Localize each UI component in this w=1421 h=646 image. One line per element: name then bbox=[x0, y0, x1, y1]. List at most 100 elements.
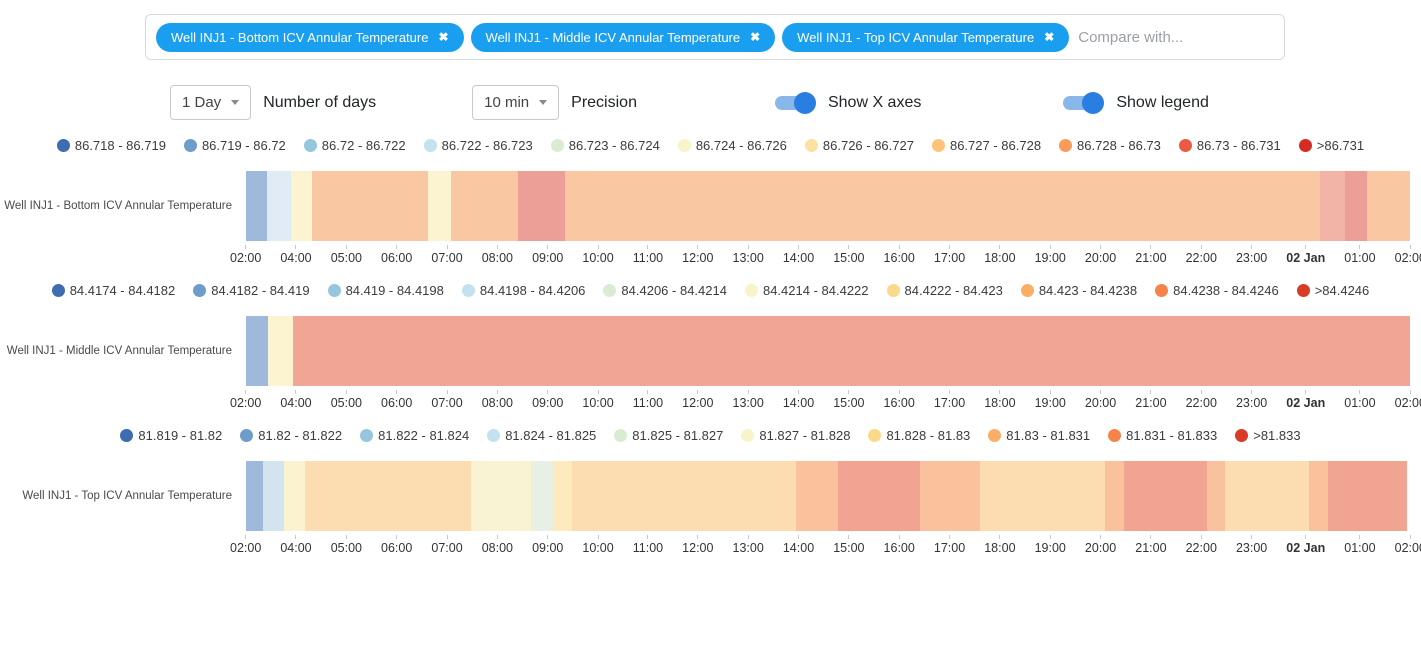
charts-area: 86.718 - 86.719 86.719 - 86.72 86.72 - 86.… bbox=[0, 138, 1421, 555]
x-axis-label: 17:00 bbox=[933, 251, 966, 265]
tick-mark-icon bbox=[1305, 245, 1307, 249]
heatmap-segment bbox=[531, 461, 554, 531]
tick-mark-icon bbox=[1100, 535, 1102, 539]
legend-range-label: 81.819 - 81.82 bbox=[138, 428, 223, 443]
heatmap-row: Well INJ1 - Bottom ICV Annular Temperatu… bbox=[0, 171, 1421, 241]
series-label: Well INJ1 - Top ICV Annular Temperature bbox=[22, 490, 232, 502]
legend-color-dot-icon bbox=[741, 429, 755, 442]
legend-item: 84.4238 - 84.4246 bbox=[1155, 283, 1279, 298]
tick-mark-icon bbox=[245, 535, 247, 539]
x-axis-tick: 12:00 bbox=[682, 245, 713, 265]
close-icon[interactable]: ✖ bbox=[1044, 30, 1055, 44]
legend-color-dot-icon bbox=[303, 139, 317, 152]
x-axis-tick: 05:00 bbox=[331, 245, 362, 265]
x-axis-label: 18:00 bbox=[984, 251, 1016, 265]
heatmap-segment bbox=[796, 461, 839, 531]
x-axis-tick: 02:00 bbox=[1395, 245, 1421, 265]
tick-mark-icon bbox=[798, 390, 799, 394]
precision-select[interactable]: 10 min bbox=[472, 85, 560, 120]
show-legend-label: Show legend bbox=[1116, 93, 1209, 111]
x-axis-tick: 17:00 bbox=[934, 535, 965, 555]
x-axis-label: 02:00 bbox=[230, 396, 262, 410]
legend-range-label: 81.827 - 81.828 bbox=[759, 428, 851, 443]
show-legend-toggle[interactable] bbox=[1063, 91, 1105, 114]
x-axis-tick: 16:00 bbox=[884, 245, 915, 265]
legend-item: 84.4182 - 84.419 bbox=[193, 283, 310, 298]
x-axis-label: 06:00 bbox=[381, 251, 413, 265]
tick-mark-icon bbox=[1251, 245, 1253, 249]
legend-color-dot-icon bbox=[1020, 284, 1034, 297]
x-axis-label: 14:00 bbox=[782, 396, 815, 410]
filter-chip[interactable]: Well INJ1 - Middle ICV Annular Temperatu… bbox=[470, 22, 776, 52]
legend-item: >86.731 bbox=[1298, 138, 1364, 153]
legend-range-label: 81.831 - 81.833 bbox=[1126, 428, 1218, 443]
x-axis-label: 09:00 bbox=[532, 251, 564, 265]
show-x-axes-toggle[interactable] bbox=[774, 91, 816, 114]
heatmap-segment bbox=[980, 461, 1105, 531]
close-icon[interactable]: ✖ bbox=[438, 30, 449, 44]
heatmap-strip bbox=[246, 461, 1410, 531]
x-axis-tick: 23:00 bbox=[1236, 535, 1267, 555]
caret-down-icon bbox=[539, 100, 548, 105]
legend-color-dot-icon bbox=[1298, 139, 1312, 152]
x-axis-label: 05:00 bbox=[330, 541, 362, 555]
x-axis-label: 11:00 bbox=[632, 541, 664, 555]
legend-color-dot-icon bbox=[550, 139, 564, 152]
x-axis-tick: 05:00 bbox=[331, 535, 362, 555]
x-axis-tick: 11:00 bbox=[633, 535, 663, 555]
legend-item: 81.822 - 81.824 bbox=[360, 428, 469, 443]
heatmap-segment bbox=[1123, 461, 1208, 531]
heatmap-segment bbox=[268, 316, 293, 386]
x-axis-label: 04:00 bbox=[280, 251, 312, 265]
tick-mark-icon bbox=[1200, 245, 1202, 249]
x-axis-label: 02:00 bbox=[1394, 541, 1421, 555]
x-axis-label: 09:00 bbox=[532, 541, 564, 555]
tick-mark-icon bbox=[496, 245, 498, 249]
tick-mark-icon bbox=[446, 535, 448, 539]
x-axis-label: 21:00 bbox=[1135, 396, 1167, 410]
tick-mark-icon bbox=[999, 390, 1001, 394]
x-axis-label: 20:00 bbox=[1084, 396, 1117, 410]
x-axis-tick: 21:00 bbox=[1135, 535, 1167, 555]
precision-select-value: 10 min bbox=[484, 94, 530, 111]
legend-item: 81.828 - 81.83 bbox=[868, 428, 970, 443]
x-axis-tick: 21:00 bbox=[1135, 390, 1167, 410]
heatmap-segment bbox=[291, 171, 313, 241]
legend-color-dot-icon bbox=[51, 284, 65, 297]
x-axis-tick: 02:00 bbox=[230, 535, 261, 555]
legend-item: 86.718 - 86.719 bbox=[56, 138, 166, 153]
x-axis-label: 10:00 bbox=[582, 541, 614, 555]
x-axis-tick: 10:00 bbox=[582, 245, 614, 265]
legend-range-label: 86.728 - 86.73 bbox=[1077, 138, 1161, 153]
x-axis-tick: 12:00 bbox=[682, 535, 713, 555]
heatmap-segment bbox=[292, 316, 1410, 386]
x-axis-label: 09:00 bbox=[532, 396, 564, 410]
chart-section: 81.819 - 81.82 81.82 - 81.822 81.822 - 81.… bbox=[0, 428, 1421, 555]
legend-item: 84.4198 - 84.4206 bbox=[461, 283, 585, 298]
toggle-knob-icon bbox=[793, 91, 816, 114]
tick-mark-icon bbox=[949, 390, 951, 394]
legend-item: 84.4174 - 84.4182 bbox=[51, 283, 175, 298]
legend-range-label: 84.4214 - 84.4222 bbox=[762, 283, 869, 298]
chip-label: Well INJ1 - Top ICV Annular Temperature bbox=[797, 29, 1035, 45]
x-axis-tick: 22:00 bbox=[1186, 535, 1217, 555]
tick-mark-icon bbox=[949, 535, 951, 539]
tick-mark-icon bbox=[848, 245, 850, 249]
x-axis-tick: 15:00 bbox=[833, 535, 864, 555]
x-axis-tick: 06:00 bbox=[381, 535, 412, 555]
tick-mark-icon bbox=[747, 535, 749, 539]
compare-with-input[interactable] bbox=[1076, 27, 1274, 47]
tick-mark-icon bbox=[396, 390, 398, 394]
x-axis-tick: 14:00 bbox=[783, 535, 814, 555]
heatmap-segment bbox=[1224, 461, 1309, 531]
x-axis-tick: 23:00 bbox=[1236, 390, 1267, 410]
filter-chip[interactable]: Well INJ1 - Top ICV Annular Temperature … bbox=[782, 22, 1070, 52]
tick-mark-icon bbox=[898, 245, 900, 249]
days-select[interactable]: 1 Day bbox=[170, 85, 252, 120]
legend-item: 86.73 - 86.731 bbox=[1178, 138, 1281, 153]
legend-color-dot-icon bbox=[487, 429, 501, 442]
x-axis-labels: 02:00 04:00 05:00 06:00 07:00 08:00 09:00 10:00… bbox=[230, 390, 1421, 410]
filter-chip[interactable]: Well INJ1 - Bottom ICV Annular Temperatu… bbox=[156, 22, 464, 52]
close-icon[interactable]: ✖ bbox=[750, 30, 761, 44]
tick-mark-icon bbox=[446, 245, 448, 249]
